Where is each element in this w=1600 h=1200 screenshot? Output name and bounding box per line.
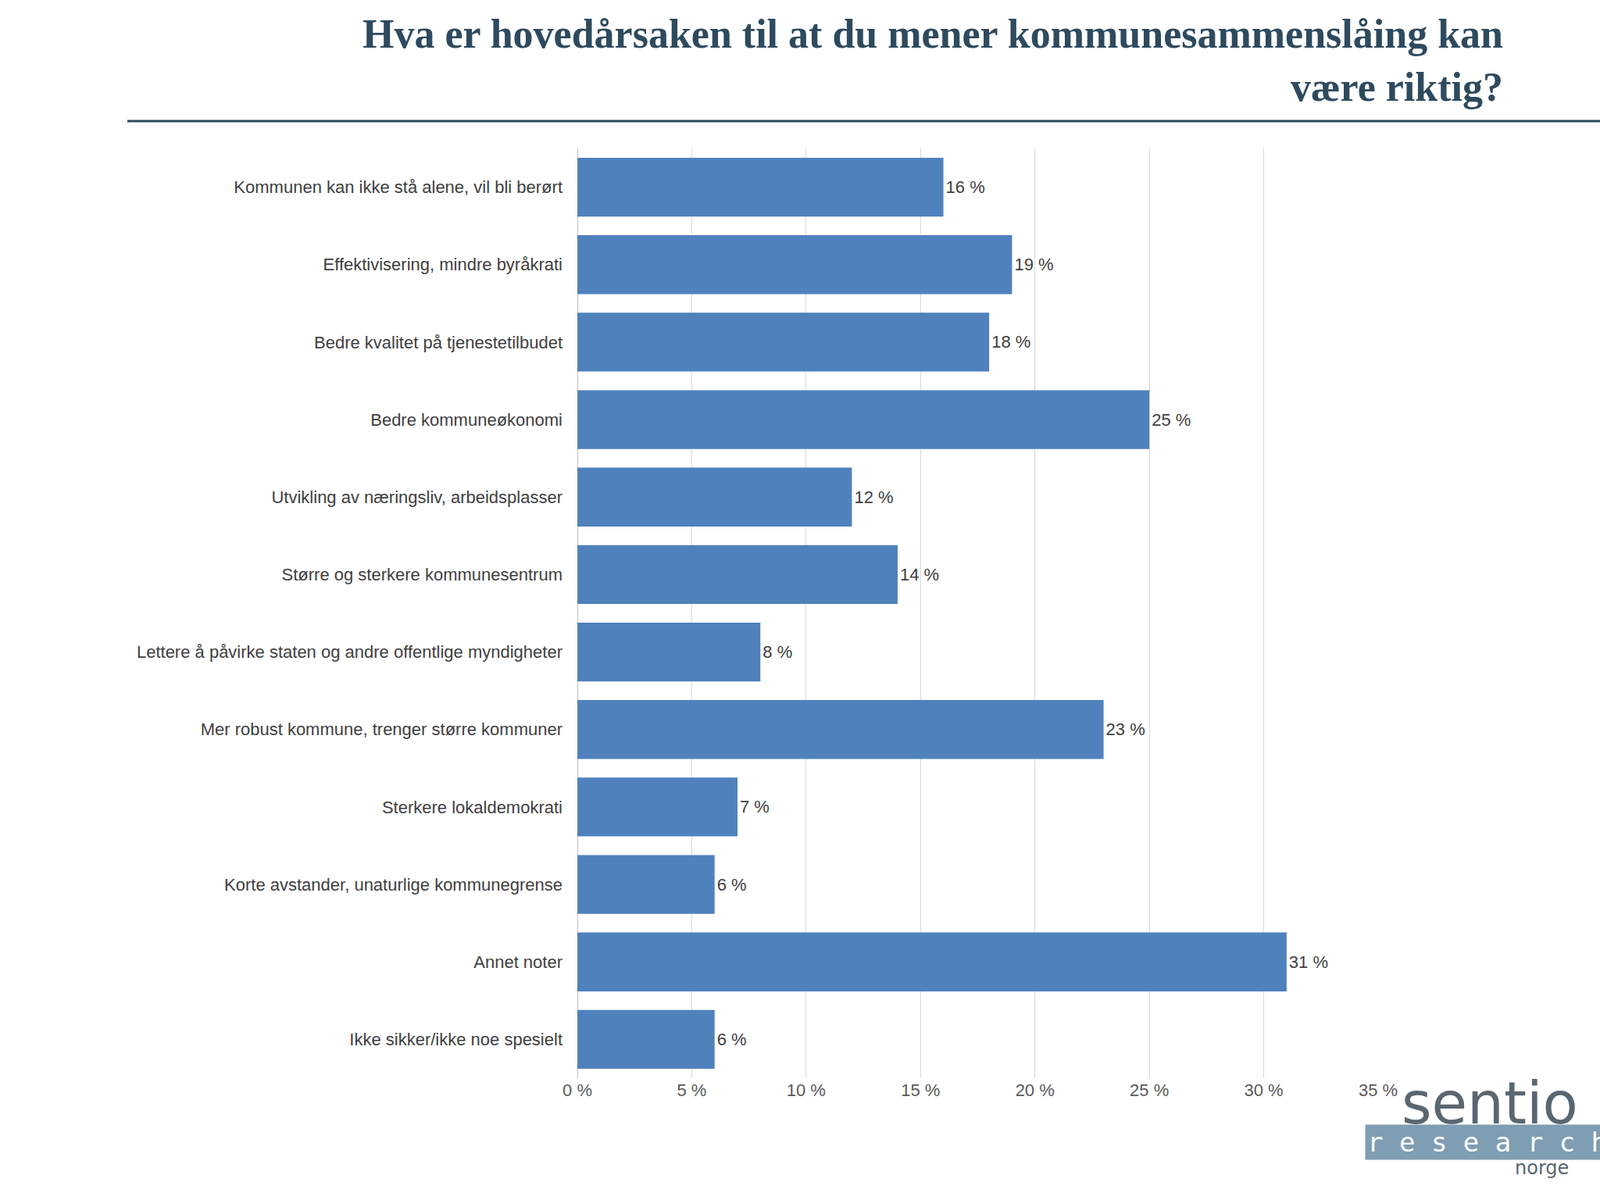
svg-text:Lettere å påvirke staten og an: Lettere å påvirke staten og andre offent… [136, 642, 563, 662]
svg-text:norge: norge [1514, 1157, 1569, 1179]
svg-text:Sterkere lokaldemokrati: Sterkere lokaldemokrati [382, 797, 563, 818]
svg-text:6 %: 6 % [717, 1029, 747, 1050]
svg-text:Kommunen kan ikke stå alene, v: Kommunen kan ikke stå alene, vil bli ber… [233, 177, 563, 197]
svg-text:Utvikling av næringsliv, arbei: Utvikling av næringsliv, arbeidsplasser [271, 487, 563, 508]
svg-text:10 %: 10 % [786, 1080, 826, 1100]
svg-text:31 %: 31 % [1289, 952, 1329, 972]
svg-text:20 %: 20 % [1015, 1080, 1055, 1100]
svg-text:Bedre kvalitet på tjenestetilb: Bedre kvalitet på tjenestetilbudet [314, 332, 563, 353]
svg-text:23 %: 23 % [1106, 719, 1146, 740]
svg-text:Annet noter: Annet noter [473, 952, 563, 972]
svg-text:14 %: 14 % [900, 564, 940, 585]
svg-text:Korte avstander, unaturlige ko: Korte avstander, unaturlige kommunegrens… [224, 875, 563, 895]
svg-text:16 %: 16 % [946, 177, 986, 197]
svg-text:0 %: 0 % [562, 1080, 593, 1100]
svg-text:Større og sterkere kommunesent: Større og sterkere kommunesentrum [282, 564, 563, 585]
svg-text:Mer robust kommune, trenger st: Mer robust kommune, trenger større kommu… [200, 719, 563, 740]
svg-text:Hva er hovedårsaken til at du: Hva er hovedårsaken til at du mener komm… [362, 11, 1504, 110]
svg-text:18 %: 18 % [991, 332, 1031, 352]
svg-text:15 %: 15 % [900, 1080, 940, 1100]
svg-text:25 %: 25 % [1129, 1080, 1169, 1100]
svg-text:r e s e a r c h: r e s e a r c h [1367, 1126, 1600, 1158]
svg-text:6 %: 6 % [717, 875, 747, 895]
svg-text:12 %: 12 % [853, 487, 893, 508]
svg-text:19 %: 19 % [1014, 254, 1054, 275]
svg-text:7 %: 7 % [739, 796, 770, 817]
svg-text:35 %: 35 % [1358, 1080, 1398, 1100]
svg-text:Effektivisering, mindre byråkr: Effektivisering, mindre byråkrati [323, 254, 564, 275]
svg-text:30 %: 30 % [1243, 1080, 1283, 1100]
svg-text:25 %: 25 % [1151, 410, 1191, 430]
svg-text:Ikke sikker/ikke noe spesielt: Ikke sikker/ikke noe spesielt [349, 1029, 563, 1050]
svg-text:Bedre kommuneøkonomi: Bedre kommuneøkonomi [370, 410, 563, 430]
svg-text:8 %: 8 % [762, 642, 793, 662]
svg-text:sentio: sentio [1401, 1069, 1579, 1137]
svg-text:5 %: 5 % [676, 1080, 707, 1100]
